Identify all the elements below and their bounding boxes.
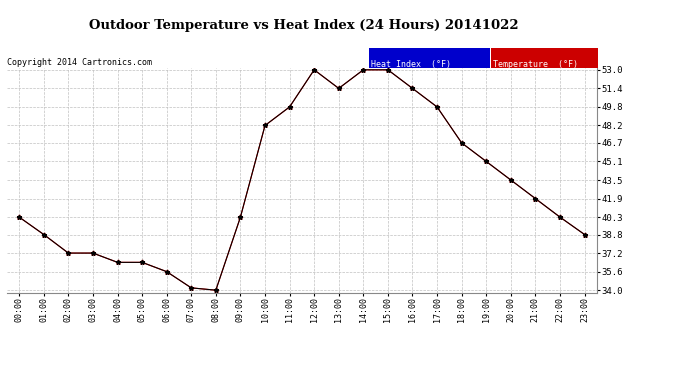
Text: Outdoor Temperature vs Heat Index (24 Hours) 20141022: Outdoor Temperature vs Heat Index (24 Ho… — [89, 19, 518, 32]
Text: Temperature  (°F): Temperature (°F) — [493, 60, 578, 69]
Text: Copyright 2014 Cartronics.com: Copyright 2014 Cartronics.com — [7, 58, 152, 67]
Text: Heat Index  (°F): Heat Index (°F) — [371, 60, 451, 69]
